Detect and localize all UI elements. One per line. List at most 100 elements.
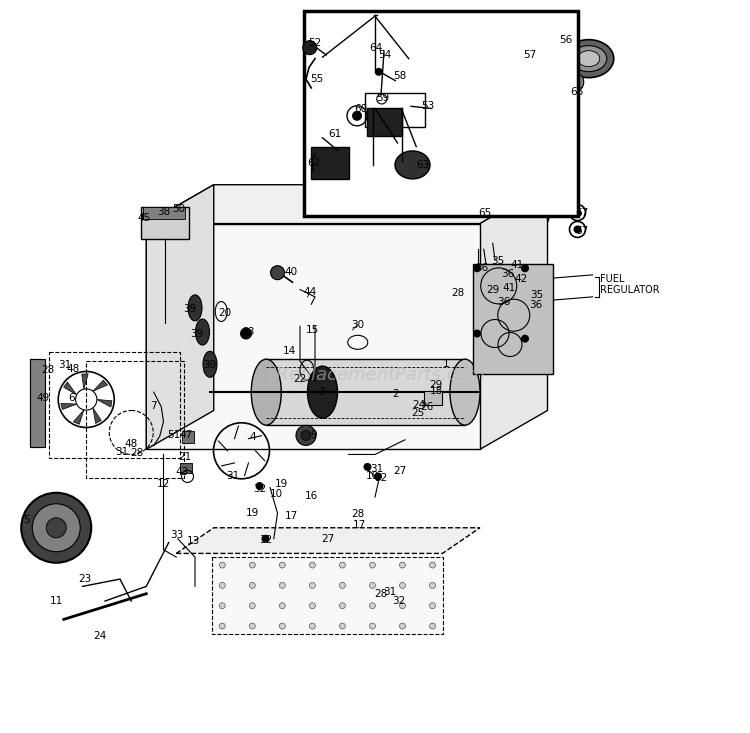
- Text: 39: 39: [203, 360, 217, 370]
- Text: 58: 58: [393, 71, 406, 81]
- Circle shape: [375, 68, 382, 75]
- Ellipse shape: [188, 295, 202, 321]
- Circle shape: [400, 603, 406, 608]
- Circle shape: [256, 482, 263, 490]
- Circle shape: [574, 226, 581, 233]
- Text: 40: 40: [284, 267, 298, 277]
- Circle shape: [430, 562, 436, 568]
- Text: 4: 4: [250, 432, 256, 442]
- Text: 62: 62: [307, 158, 320, 168]
- Text: 52: 52: [308, 37, 322, 48]
- Ellipse shape: [196, 319, 209, 345]
- Circle shape: [249, 562, 255, 568]
- Text: 38: 38: [157, 207, 170, 217]
- Circle shape: [370, 603, 376, 608]
- Text: 39: 39: [190, 328, 204, 339]
- Text: 10: 10: [269, 489, 283, 499]
- Bar: [367, 108, 402, 136]
- Text: 67: 67: [575, 208, 589, 218]
- Circle shape: [352, 111, 362, 121]
- Text: 32: 32: [374, 473, 388, 483]
- Circle shape: [473, 330, 481, 337]
- Ellipse shape: [571, 45, 607, 72]
- Text: 27: 27: [393, 466, 406, 476]
- Polygon shape: [64, 382, 76, 395]
- Text: 48: 48: [66, 364, 80, 375]
- Text: FUEL
REGULATOR: FUEL REGULATOR: [600, 273, 660, 295]
- Circle shape: [370, 562, 376, 568]
- Polygon shape: [93, 380, 107, 391]
- Text: 12: 12: [157, 479, 170, 489]
- Circle shape: [303, 40, 316, 55]
- Text: 19: 19: [274, 479, 288, 489]
- Bar: [212, 557, 442, 634]
- Bar: [141, 207, 189, 240]
- Text: 29: 29: [429, 380, 442, 390]
- Text: 1: 1: [443, 359, 449, 369]
- Circle shape: [400, 562, 406, 568]
- Circle shape: [219, 562, 225, 568]
- Circle shape: [574, 209, 581, 216]
- Bar: [182, 431, 194, 443]
- Text: 44: 44: [303, 287, 316, 298]
- Text: 10: 10: [365, 471, 379, 481]
- Text: 30: 30: [351, 320, 364, 330]
- Text: 47: 47: [179, 430, 193, 441]
- Text: 42: 42: [514, 274, 528, 284]
- Text: 61: 61: [328, 129, 341, 139]
- Text: eReplacementParts.com: eReplacementParts.com: [265, 366, 485, 384]
- Text: 28: 28: [351, 509, 364, 519]
- Text: 21: 21: [178, 452, 192, 463]
- Circle shape: [279, 583, 285, 589]
- Text: 24: 24: [93, 631, 106, 641]
- Text: 14: 14: [283, 346, 296, 356]
- Circle shape: [370, 583, 376, 589]
- Circle shape: [296, 425, 316, 446]
- Text: 55: 55: [310, 74, 323, 84]
- Ellipse shape: [450, 359, 480, 425]
- Text: 28: 28: [41, 365, 55, 375]
- Circle shape: [309, 562, 315, 568]
- Ellipse shape: [578, 51, 600, 67]
- Circle shape: [430, 623, 436, 629]
- Circle shape: [543, 50, 549, 56]
- Text: 45: 45: [137, 213, 151, 223]
- Ellipse shape: [308, 366, 338, 418]
- Circle shape: [249, 603, 255, 608]
- Polygon shape: [97, 399, 112, 407]
- Text: 63: 63: [416, 160, 430, 170]
- Text: 59: 59: [376, 93, 389, 103]
- Circle shape: [536, 50, 542, 56]
- Text: 68: 68: [241, 327, 254, 337]
- Text: 33: 33: [170, 530, 184, 540]
- Text: 2: 2: [392, 389, 398, 399]
- Bar: [472, 264, 553, 374]
- Text: 51: 51: [167, 430, 181, 441]
- Text: 35: 35: [530, 290, 544, 301]
- Bar: [143, 207, 185, 219]
- Text: 31: 31: [58, 360, 71, 370]
- Polygon shape: [146, 185, 548, 224]
- Text: 67: 67: [575, 226, 589, 236]
- Circle shape: [340, 603, 346, 608]
- Text: 36: 36: [476, 262, 489, 273]
- Circle shape: [249, 583, 255, 589]
- Text: 36: 36: [497, 297, 511, 307]
- Circle shape: [219, 603, 225, 608]
- Text: 41: 41: [503, 283, 516, 293]
- Text: 53: 53: [421, 101, 434, 111]
- Text: 6: 6: [68, 393, 74, 403]
- Polygon shape: [61, 403, 76, 410]
- Circle shape: [340, 562, 346, 568]
- Circle shape: [521, 265, 529, 272]
- Ellipse shape: [395, 151, 430, 179]
- Text: 20: 20: [218, 308, 232, 318]
- Text: 26: 26: [420, 402, 434, 412]
- Circle shape: [340, 583, 346, 589]
- Text: 36: 36: [530, 300, 543, 310]
- Bar: [311, 147, 350, 179]
- Circle shape: [528, 50, 534, 56]
- Text: 32: 32: [260, 535, 273, 545]
- Text: 43: 43: [176, 467, 189, 477]
- Circle shape: [46, 517, 66, 538]
